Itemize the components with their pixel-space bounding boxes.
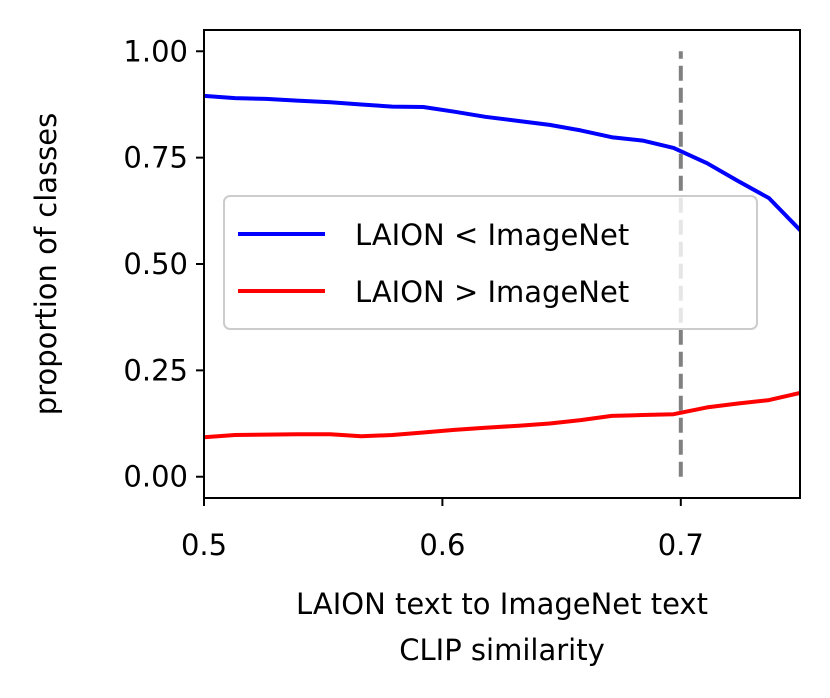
series-layer [204,93,800,440]
x-axis-label-line-2: CLIP similarity [399,633,604,667]
y-tick-label-0: 0.00 [123,460,188,494]
x-axis-label-line-1: LAION text to ImageNet text [296,587,708,621]
y-tick-label-2: 0.50 [123,247,188,281]
series-line-0 [204,93,800,233]
x-tick-label-0: 0.5 [181,528,227,562]
axes-layer: 0.5 0.6 0.7 0.00 0.25 0.50 0.75 1.00 [123,34,703,562]
x-tick-label-2: 0.7 [658,528,704,562]
y-tick-label-4: 1.00 [123,34,188,68]
legend-label-laion-greater: LAION > ImageNet [355,275,629,309]
legend-label-laion-less: LAION < ImageNet [355,218,629,252]
x-tick-label-1: 0.6 [419,528,465,562]
legend-box [223,195,758,330]
series-line-1 [204,390,800,440]
y-axis-label: proportion of classes [29,113,63,415]
legend: LAION < ImageNet LAION > ImageNet [223,195,758,330]
y-tick-label-1: 0.25 [123,353,188,387]
y-tick-label-3: 0.75 [123,141,188,175]
